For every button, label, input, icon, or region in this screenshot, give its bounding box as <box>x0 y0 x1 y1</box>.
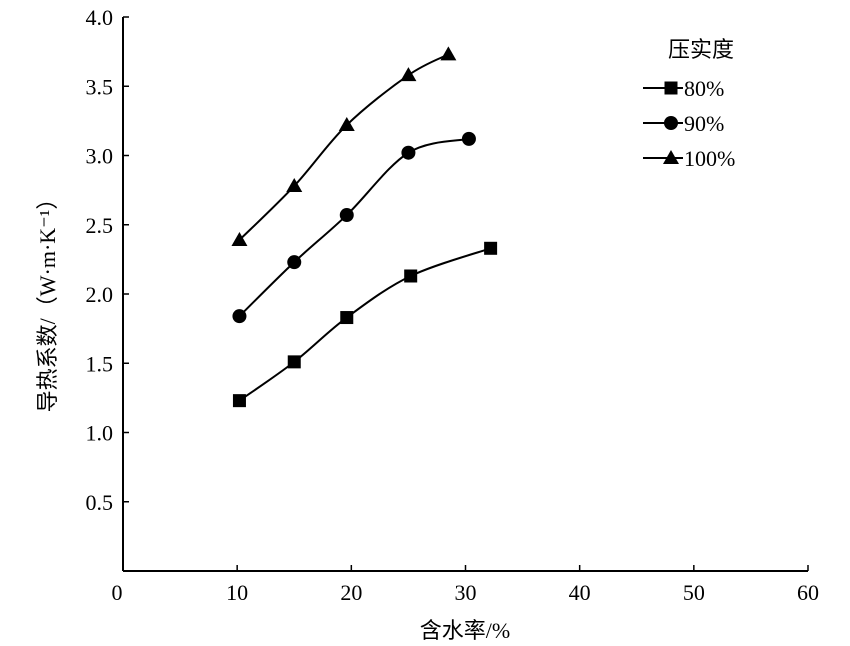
triangle-marker <box>440 46 457 61</box>
square-marker <box>232 394 246 408</box>
triangle-marker <box>338 117 355 132</box>
triangle-marker <box>231 231 248 246</box>
square-marker <box>340 311 354 325</box>
legend-label: 90% <box>684 111 724 136</box>
triangle-marker <box>663 150 679 164</box>
triangle-marker <box>286 177 303 192</box>
y-tick-label: 4.0 <box>86 5 114 30</box>
legend: 压实度 80% 90% 100% <box>643 37 735 171</box>
y-tick-label: 2.5 <box>86 213 114 238</box>
y-axis-label: 导热系数/（W·m·K⁻¹） <box>35 188 60 413</box>
x-tick-label: 20 <box>340 580 362 605</box>
series-100pct <box>231 46 457 246</box>
x-tick-label: 0 <box>112 580 123 605</box>
series-80pct <box>232 241 498 408</box>
square-marker <box>287 355 301 369</box>
x-tick-label: 40 <box>569 580 591 605</box>
axes: 0 10 20 30 40 50 60 0.5 1.0 1.5 2.0 2.5 3.0 3.5 4.0 <box>86 5 820 605</box>
square-marker <box>484 241 498 255</box>
circle-marker <box>339 208 354 223</box>
y-tick-label: 2.0 <box>86 282 114 307</box>
series-line <box>238 137 470 317</box>
square-marker <box>664 81 678 95</box>
circle-marker <box>664 116 678 130</box>
triangle-marker <box>400 67 417 82</box>
circle-marker <box>401 145 416 160</box>
legend-item: 80% <box>643 76 724 101</box>
x-tick-label: 60 <box>797 580 819 605</box>
circle-marker <box>461 131 476 146</box>
square-marker <box>404 269 418 283</box>
x-tick-label: 50 <box>683 580 705 605</box>
y-tick-label: 0.5 <box>86 490 114 515</box>
y-tick-label: 3.5 <box>86 74 114 99</box>
plot-area <box>231 46 498 408</box>
series-line <box>238 247 491 402</box>
series-90pct <box>232 131 476 324</box>
legend-item: 100% <box>643 146 735 171</box>
x-axis-label: 含水率/% <box>420 618 510 643</box>
y-tick-label: 3.0 <box>86 144 114 169</box>
x-tick-label: 10 <box>226 580 248 605</box>
legend-label: 80% <box>684 76 724 101</box>
circle-marker <box>232 309 247 324</box>
y-tick-label: 1.0 <box>86 421 114 446</box>
y-tick-label: 1.5 <box>86 351 114 376</box>
legend-title: 压实度 <box>668 37 734 62</box>
legend-label: 100% <box>684 146 735 171</box>
x-tick-label: 30 <box>455 580 477 605</box>
circle-marker <box>287 255 302 270</box>
legend-item: 90% <box>643 111 724 136</box>
